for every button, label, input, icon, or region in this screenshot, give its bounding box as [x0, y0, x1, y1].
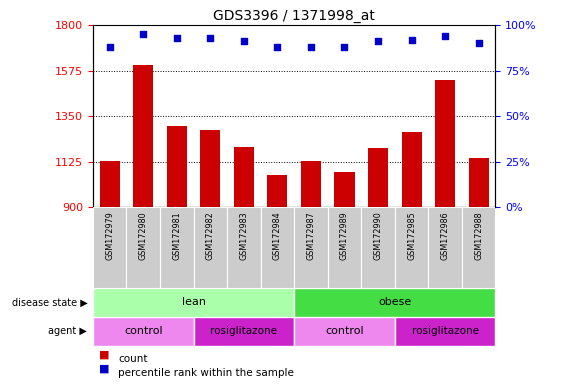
Text: GSM172986: GSM172986: [441, 211, 450, 260]
Bar: [468, 158, 489, 207]
Point: [340, 44, 349, 50]
Text: count: count: [118, 354, 148, 364]
Text: GSM172985: GSM172985: [407, 211, 416, 260]
Bar: [234, 147, 254, 207]
Bar: [395, 207, 428, 288]
Text: agent ▶: agent ▶: [48, 326, 87, 336]
Bar: [127, 207, 160, 288]
Point: [206, 35, 215, 41]
Text: rosiglitazone: rosiglitazone: [412, 326, 479, 336]
Text: GSM172984: GSM172984: [273, 211, 282, 260]
Point: [373, 38, 382, 45]
Bar: [194, 317, 294, 346]
Bar: [294, 207, 328, 288]
Bar: [428, 207, 462, 288]
Point: [172, 35, 181, 41]
Bar: [401, 132, 422, 207]
Point: [105, 44, 114, 50]
Point: [239, 38, 248, 45]
Text: ■: ■: [99, 350, 109, 360]
Bar: [93, 207, 127, 288]
Text: percentile rank within the sample: percentile rank within the sample: [118, 367, 294, 377]
Text: GSM172989: GSM172989: [340, 211, 349, 260]
Bar: [462, 207, 495, 288]
Point: [273, 44, 282, 50]
Bar: [395, 317, 495, 346]
Title: GDS3396 / 1371998_at: GDS3396 / 1371998_at: [213, 8, 375, 23]
Bar: [227, 207, 261, 288]
Text: GSM172988: GSM172988: [474, 211, 483, 260]
Bar: [368, 147, 388, 207]
Bar: [334, 172, 355, 207]
Text: GSM172980: GSM172980: [138, 211, 148, 260]
Text: lean: lean: [181, 297, 205, 308]
Point: [306, 44, 315, 50]
Bar: [294, 288, 495, 317]
Bar: [294, 317, 395, 346]
Text: GSM172983: GSM172983: [239, 211, 248, 260]
Text: GSM172990: GSM172990: [373, 211, 382, 260]
Text: GSM172987: GSM172987: [306, 211, 315, 260]
Bar: [267, 175, 288, 207]
Text: control: control: [325, 326, 364, 336]
Bar: [301, 161, 321, 207]
Text: ■: ■: [99, 364, 109, 374]
Bar: [160, 207, 194, 288]
Bar: [100, 161, 120, 207]
Text: GSM172979: GSM172979: [105, 211, 114, 260]
Bar: [167, 126, 187, 207]
Point: [138, 31, 148, 37]
Bar: [133, 66, 153, 207]
Text: disease state ▶: disease state ▶: [11, 297, 87, 308]
Text: obese: obese: [378, 297, 412, 308]
Bar: [194, 207, 227, 288]
Bar: [435, 79, 455, 207]
Point: [474, 40, 483, 46]
Bar: [361, 207, 395, 288]
Bar: [93, 317, 194, 346]
Text: control: control: [124, 326, 163, 336]
Bar: [93, 288, 294, 317]
Text: GSM172982: GSM172982: [206, 211, 215, 260]
Text: GSM172981: GSM172981: [172, 211, 181, 260]
Bar: [261, 207, 294, 288]
Point: [407, 36, 416, 43]
Bar: [200, 130, 220, 207]
Bar: [328, 207, 361, 288]
Point: [441, 33, 450, 39]
Text: rosiglitazone: rosiglitazone: [211, 326, 278, 336]
